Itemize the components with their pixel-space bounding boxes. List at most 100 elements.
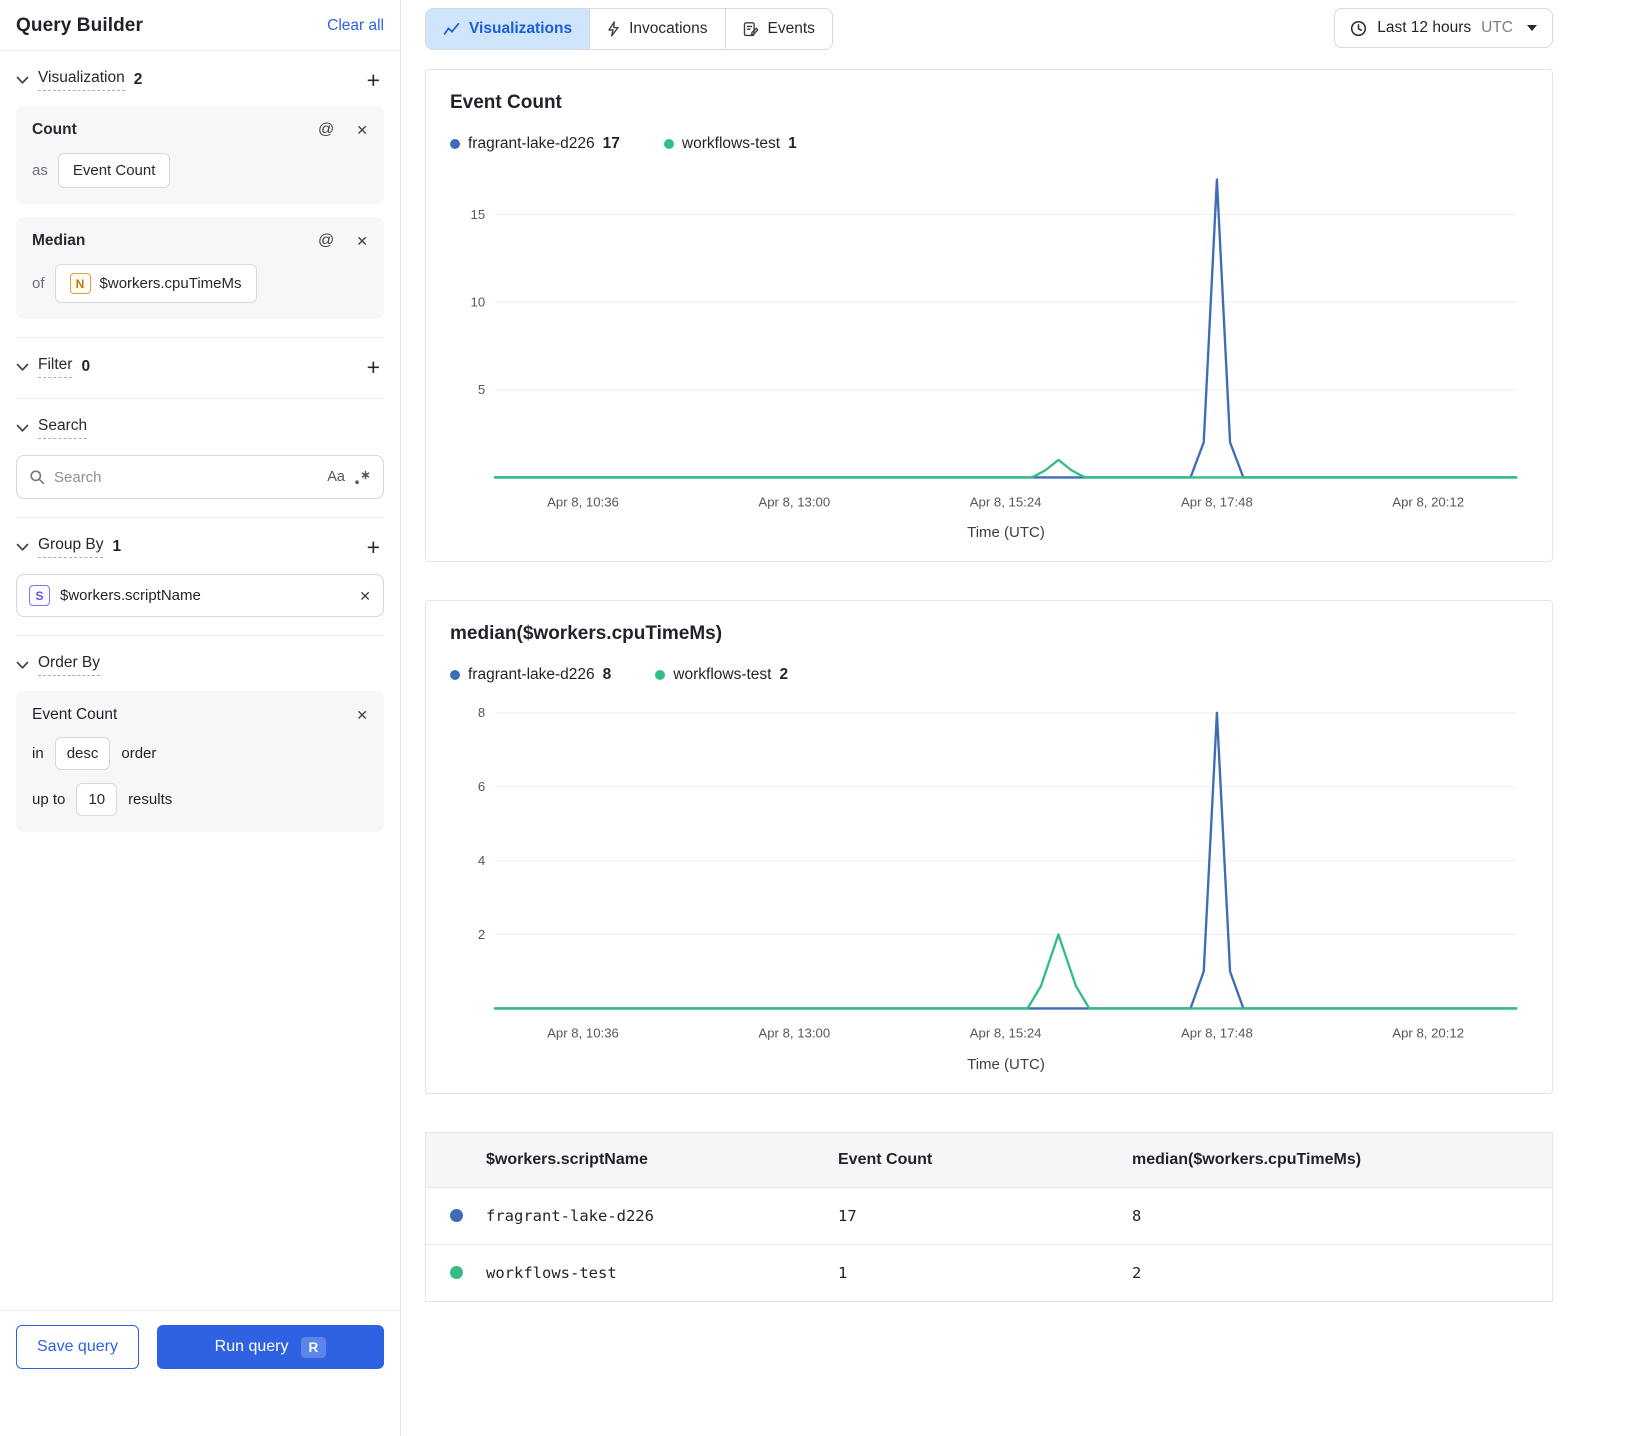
- table-row[interactable]: workflows-test 1 2: [426, 1243, 1552, 1301]
- run-shortcut-badge: R: [300, 1336, 327, 1358]
- result-limit-input[interactable]: 10: [76, 783, 118, 816]
- series-dot: [663, 139, 674, 149]
- close-icon[interactable]: ✕: [356, 233, 368, 249]
- of-label: of: [32, 275, 45, 292]
- event-count-cell: 17: [838, 1206, 857, 1225]
- regex-icon[interactable]: [354, 470, 371, 485]
- run-query-label: Run query: [214, 1338, 289, 1355]
- as-label: as: [32, 162, 48, 179]
- event-count-line-chart: 5 10 15 Apr 8, 10:36 Apr 8, 13:00 Apr 8, 15:2…: [450, 163, 1528, 522]
- svg-text:Apr 8, 17:48: Apr 8, 17:48: [1181, 1026, 1253, 1041]
- mention-icon[interactable]: @: [318, 232, 335, 249]
- time-range-dropdown[interactable]: Last 12 hours UTC: [1334, 8, 1553, 48]
- results-area: Visualizations Invocations Events: [401, 0, 1640, 1436]
- tab-visualizations[interactable]: Visualizations: [426, 9, 591, 49]
- svg-text:Apr 8, 13:00: Apr 8, 13:00: [758, 495, 830, 510]
- svg-text:Apr 8, 20:12: Apr 8, 20:12: [1392, 1026, 1464, 1041]
- legend-value: 2: [779, 666, 789, 684]
- median-cputime-chart-card: median($workers.cpuTimeMs) fragrant-lake…: [425, 600, 1553, 1094]
- filter-section: Filter 0 +: [16, 338, 384, 399]
- order-by-field: Event Count: [32, 706, 118, 723]
- series-dot: [450, 670, 460, 681]
- group-by-field: $workers.scriptName: [60, 587, 201, 604]
- legend-item[interactable]: workflows-test 1: [663, 135, 797, 153]
- card-title: Median: [32, 232, 86, 249]
- svg-text:Apr 8, 13:00: Apr 8, 13:00: [758, 1026, 830, 1041]
- svg-text:Apr 8, 15:24: Apr 8, 15:24: [970, 1026, 1042, 1041]
- legend-name: workflows-test: [673, 666, 772, 684]
- median-cputime-line-chart: 2 4 6 8 Apr 8, 10:36 Apr 8, 13:00 Apr 8, 15:24…: [450, 694, 1528, 1053]
- page-title: Query Builder: [16, 15, 143, 36]
- column-header: Event Count: [838, 1150, 933, 1168]
- group-by-item[interactable]: S $workers.scriptName ✕: [16, 574, 384, 617]
- svg-text:4: 4: [478, 853, 485, 868]
- column-header: $workers.scriptName: [486, 1150, 648, 1168]
- series-dot: [449, 1209, 463, 1223]
- add-group-by-button[interactable]: +: [366, 534, 380, 560]
- results-table: $workers.scriptName Event Count median($…: [425, 1131, 1553, 1302]
- visualization-section: Visualization 2 + Count @ ✕ as Event Cou…: [16, 51, 384, 338]
- query-actions-bar: Save query Run query R: [0, 1310, 400, 1436]
- match-case-icon[interactable]: Aa: [327, 469, 345, 485]
- events-note-icon: [743, 21, 759, 37]
- chevron-down-icon[interactable]: [16, 661, 29, 670]
- add-visualization-button[interactable]: +: [366, 67, 380, 93]
- search-section-label: Search: [38, 417, 88, 439]
- series-dot: [655, 670, 666, 681]
- series-dot: [450, 139, 460, 149]
- order-direction-select[interactable]: desc: [54, 737, 111, 770]
- query-builder-header: Query Builder Clear all: [0, 0, 400, 51]
- view-tabs: Visualizations Invocations Events: [425, 8, 833, 50]
- search-icon: [29, 469, 45, 485]
- visualization-count: 2: [133, 71, 143, 88]
- chevron-down-icon[interactable]: [16, 543, 29, 552]
- mention-icon[interactable]: @: [318, 121, 335, 138]
- order-by-section: Order By Event Count ✕ in desc order: [16, 636, 384, 850]
- table-header-row: $workers.scriptName Event Count median($…: [426, 1132, 1552, 1187]
- chevron-down-icon[interactable]: [16, 76, 29, 85]
- x-axis-label: Time (UTC): [967, 1055, 1045, 1073]
- search-input[interactable]: [54, 468, 319, 486]
- visualization-card-median: Median @ ✕ of N $workers.cpuTimeMs: [16, 217, 384, 319]
- svg-text:Apr 8, 10:36: Apr 8, 10:36: [547, 495, 619, 510]
- close-icon[interactable]: ✕: [356, 122, 368, 138]
- legend-name: fragrant-lake-d226: [468, 666, 595, 684]
- close-icon[interactable]: ✕: [359, 587, 371, 604]
- median-cell: 2: [1132, 1263, 1142, 1282]
- run-query-button[interactable]: Run query R: [156, 1325, 384, 1369]
- visualization-section-label: Visualization: [38, 69, 125, 91]
- svg-text:Apr 8, 17:48: Apr 8, 17:48: [1181, 495, 1253, 510]
- query-builder-body: Visualization 2 + Count @ ✕ as Event Cou…: [0, 51, 400, 1310]
- legend-item[interactable]: workflows-test 2: [655, 666, 788, 684]
- filter-section-label: Filter: [38, 356, 73, 378]
- tab-invocations[interactable]: Invocations: [590, 9, 726, 49]
- save-query-button[interactable]: Save query: [16, 1325, 139, 1369]
- lightning-icon: [607, 21, 620, 37]
- script-name-cell: fragrant-lake-d226: [486, 1206, 654, 1225]
- event-count-chart-card: Event Count fragrant-lake-d226 17 workfl…: [425, 69, 1553, 563]
- string-type-icon: S: [29, 585, 50, 606]
- order-by-card: Event Count ✕ in desc order up to 10: [16, 691, 384, 832]
- legend-item[interactable]: fragrant-lake-d226 17: [450, 135, 620, 153]
- clear-all-link[interactable]: Clear all: [327, 17, 384, 34]
- order-by-section-label: Order By: [38, 654, 101, 676]
- group-by-section: Group By 1 + S $workers.scriptName ✕: [16, 518, 384, 636]
- tab-events[interactable]: Events: [725, 9, 832, 49]
- search-section: Search Aa: [16, 399, 384, 518]
- visualization-alias-chip[interactable]: Event Count: [57, 153, 171, 188]
- chart-title: median($workers.cpuTimeMs): [450, 623, 723, 645]
- chevron-down-icon[interactable]: [16, 424, 29, 433]
- chevron-down-icon[interactable]: [16, 363, 29, 372]
- median-field-chip[interactable]: N $workers.cpuTimeMs: [54, 264, 257, 303]
- svg-text:8: 8: [478, 706, 485, 721]
- close-icon[interactable]: ✕: [356, 707, 368, 723]
- svg-text:Apr 8, 15:24: Apr 8, 15:24: [970, 495, 1042, 510]
- median-cell: 8: [1132, 1206, 1142, 1225]
- group-by-section-label: Group By: [38, 536, 104, 558]
- clock-icon: [1350, 20, 1367, 37]
- order-label: order: [121, 745, 157, 762]
- svg-text:5: 5: [478, 382, 485, 397]
- add-filter-button[interactable]: +: [366, 354, 380, 380]
- legend-item[interactable]: fragrant-lake-d226 8: [450, 666, 611, 684]
- table-row[interactable]: fragrant-lake-d226 17 8: [426, 1186, 1552, 1244]
